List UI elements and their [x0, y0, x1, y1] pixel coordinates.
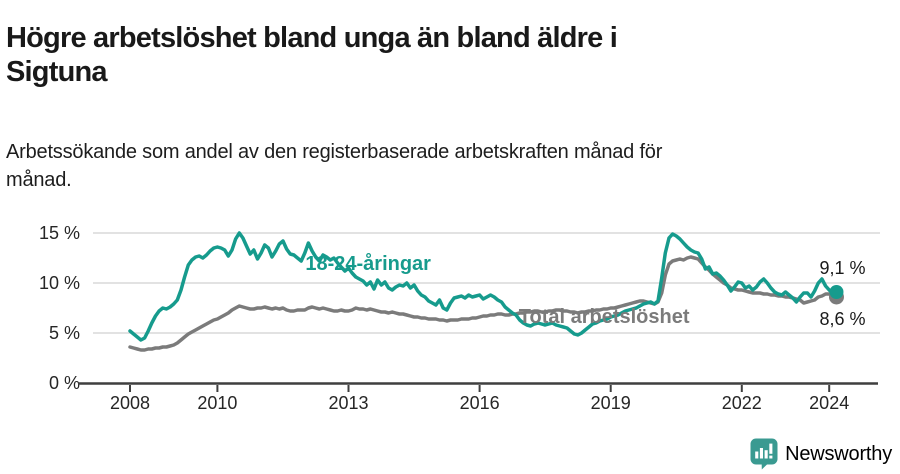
x-tick-label-2022: 2022	[722, 393, 762, 413]
chart-subtitle: Arbetssökande som andel av den registerb…	[6, 138, 866, 194]
x-tick-label-2024: 2024	[809, 393, 849, 413]
x-tick-label-2019: 2019	[591, 393, 631, 413]
newsworthy-logo-text: Newsworthy	[785, 442, 892, 465]
x-tick-label-2010: 2010	[197, 393, 237, 413]
x-tick-label-2013: 2013	[328, 393, 368, 413]
x-tick-label-2008: 2008	[110, 393, 150, 413]
x-tick-label-2016: 2016	[460, 393, 500, 413]
y-tick-label-5: 5 %	[49, 323, 80, 343]
series-line-1	[128, 255, 839, 352]
series-end-dot-0	[829, 285, 844, 299]
logo-bar-chart-glyph	[755, 443, 773, 459]
page-title: Högre arbetslöshet bland unga än bland ä…	[6, 21, 866, 89]
title-line-2: Sigtuna	[6, 56, 108, 89]
series-end-label-0: 9,1 %	[819, 258, 865, 278]
subtitle-line-2: månad.	[6, 169, 72, 191]
y-tick-label-10: 10 %	[39, 273, 80, 293]
title-line-1: Högre arbetslöshet bland unga än bland ä…	[6, 22, 618, 55]
logo-bubble-shape	[750, 438, 778, 470]
series-line-0	[128, 231, 839, 342]
y-tick-label-15: 15 %	[39, 223, 80, 243]
newsworthy-logo: Newsworthy	[750, 438, 892, 470]
subtitle-line-1: Arbetssökande som andel av den registerb…	[6, 141, 663, 163]
series-end-label-1: 8,6 %	[819, 309, 865, 329]
series-label-1: Total arbetslöshet	[519, 306, 690, 328]
newsworthy-logo-icon	[750, 438, 778, 470]
y-tick-label-0: 0 %	[49, 373, 80, 393]
series-label-0: 18-24-åringar	[305, 252, 431, 275]
